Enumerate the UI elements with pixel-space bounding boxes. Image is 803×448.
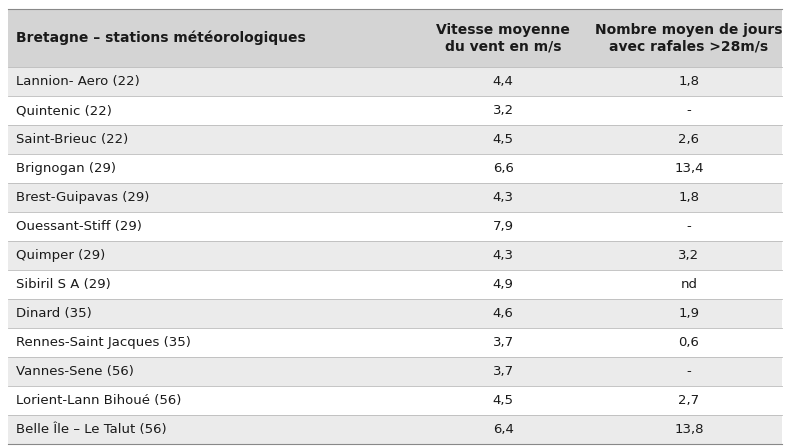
Text: Bretagne – stations météorologiques: Bretagne – stations météorologiques <box>16 31 305 45</box>
Bar <box>8 414 410 444</box>
Bar <box>595 67 781 96</box>
Text: 4,3: 4,3 <box>492 249 513 262</box>
Text: 0,6: 0,6 <box>678 336 699 349</box>
Text: Lannion- Aero (22): Lannion- Aero (22) <box>16 75 140 88</box>
Bar <box>8 241 410 270</box>
Text: Vannes-Sene (56): Vannes-Sene (56) <box>16 365 133 378</box>
Text: 1,8: 1,8 <box>678 75 699 88</box>
Text: 4,6: 4,6 <box>492 307 513 320</box>
Text: 13,8: 13,8 <box>674 422 703 435</box>
Text: -: - <box>686 220 691 233</box>
Bar <box>595 299 781 328</box>
Bar <box>8 9 410 67</box>
Text: Lorient-Lann Bihoué (56): Lorient-Lann Bihoué (56) <box>16 394 181 407</box>
Text: 6,4: 6,4 <box>492 422 513 435</box>
Text: 6,6: 6,6 <box>492 162 513 175</box>
Bar <box>8 328 410 357</box>
Bar <box>410 414 595 444</box>
Text: Vitesse moyenne
du vent en m/s: Vitesse moyenne du vent en m/s <box>436 23 569 53</box>
Text: 4,3: 4,3 <box>492 191 513 204</box>
Text: Sibiril S A (29): Sibiril S A (29) <box>16 278 110 291</box>
Bar <box>8 154 410 183</box>
Text: 4,4: 4,4 <box>492 75 513 88</box>
Bar <box>595 386 781 414</box>
Text: -: - <box>686 104 691 117</box>
Bar <box>595 414 781 444</box>
Text: 1,8: 1,8 <box>678 191 699 204</box>
Bar <box>595 154 781 183</box>
Text: 4,9: 4,9 <box>492 278 513 291</box>
Bar <box>8 183 410 212</box>
Bar <box>410 9 595 67</box>
Text: 13,4: 13,4 <box>674 162 703 175</box>
Bar <box>8 96 410 125</box>
Bar <box>410 67 595 96</box>
Text: 4,5: 4,5 <box>492 133 513 146</box>
Text: Saint-Brieuc (22): Saint-Brieuc (22) <box>16 133 128 146</box>
Text: Nombre moyen de jours
avec rafales >28m/s: Nombre moyen de jours avec rafales >28m/… <box>594 23 782 53</box>
Bar <box>595 212 781 241</box>
Bar <box>410 212 595 241</box>
Text: 2,6: 2,6 <box>678 133 699 146</box>
Bar <box>595 9 781 67</box>
Text: Quimper (29): Quimper (29) <box>16 249 105 262</box>
Text: 3,2: 3,2 <box>492 104 513 117</box>
Bar <box>8 125 410 154</box>
Bar <box>410 183 595 212</box>
Bar <box>410 299 595 328</box>
Bar <box>595 241 781 270</box>
Text: 3,7: 3,7 <box>492 365 513 378</box>
Bar <box>410 386 595 414</box>
Bar <box>8 212 410 241</box>
Bar <box>595 125 781 154</box>
Bar <box>595 328 781 357</box>
Bar <box>595 183 781 212</box>
Text: Dinard (35): Dinard (35) <box>16 307 92 320</box>
Text: Belle Île – Le Talut (56): Belle Île – Le Talut (56) <box>16 422 166 435</box>
Bar <box>410 328 595 357</box>
Bar <box>410 125 595 154</box>
Bar <box>410 270 595 299</box>
Text: 3,7: 3,7 <box>492 336 513 349</box>
Bar <box>595 96 781 125</box>
Text: -: - <box>686 365 691 378</box>
Bar <box>8 299 410 328</box>
Text: 4,5: 4,5 <box>492 394 513 407</box>
Text: nd: nd <box>679 278 697 291</box>
Text: 7,9: 7,9 <box>492 220 513 233</box>
Text: Brest-Guipavas (29): Brest-Guipavas (29) <box>16 191 149 204</box>
Text: 1,9: 1,9 <box>678 307 699 320</box>
Text: Brignogan (29): Brignogan (29) <box>16 162 116 175</box>
Bar <box>8 270 410 299</box>
Text: 2,7: 2,7 <box>678 394 699 407</box>
Bar <box>595 270 781 299</box>
Bar <box>595 357 781 386</box>
Text: Rennes-Saint Jacques (35): Rennes-Saint Jacques (35) <box>16 336 190 349</box>
Text: 3,2: 3,2 <box>678 249 699 262</box>
Text: Ouessant-Stiff (29): Ouessant-Stiff (29) <box>16 220 141 233</box>
Bar <box>410 96 595 125</box>
Bar <box>410 241 595 270</box>
Text: Quintenic (22): Quintenic (22) <box>16 104 112 117</box>
Bar <box>410 357 595 386</box>
Bar <box>8 386 410 414</box>
Bar <box>8 67 410 96</box>
Bar <box>8 357 410 386</box>
Bar <box>410 154 595 183</box>
